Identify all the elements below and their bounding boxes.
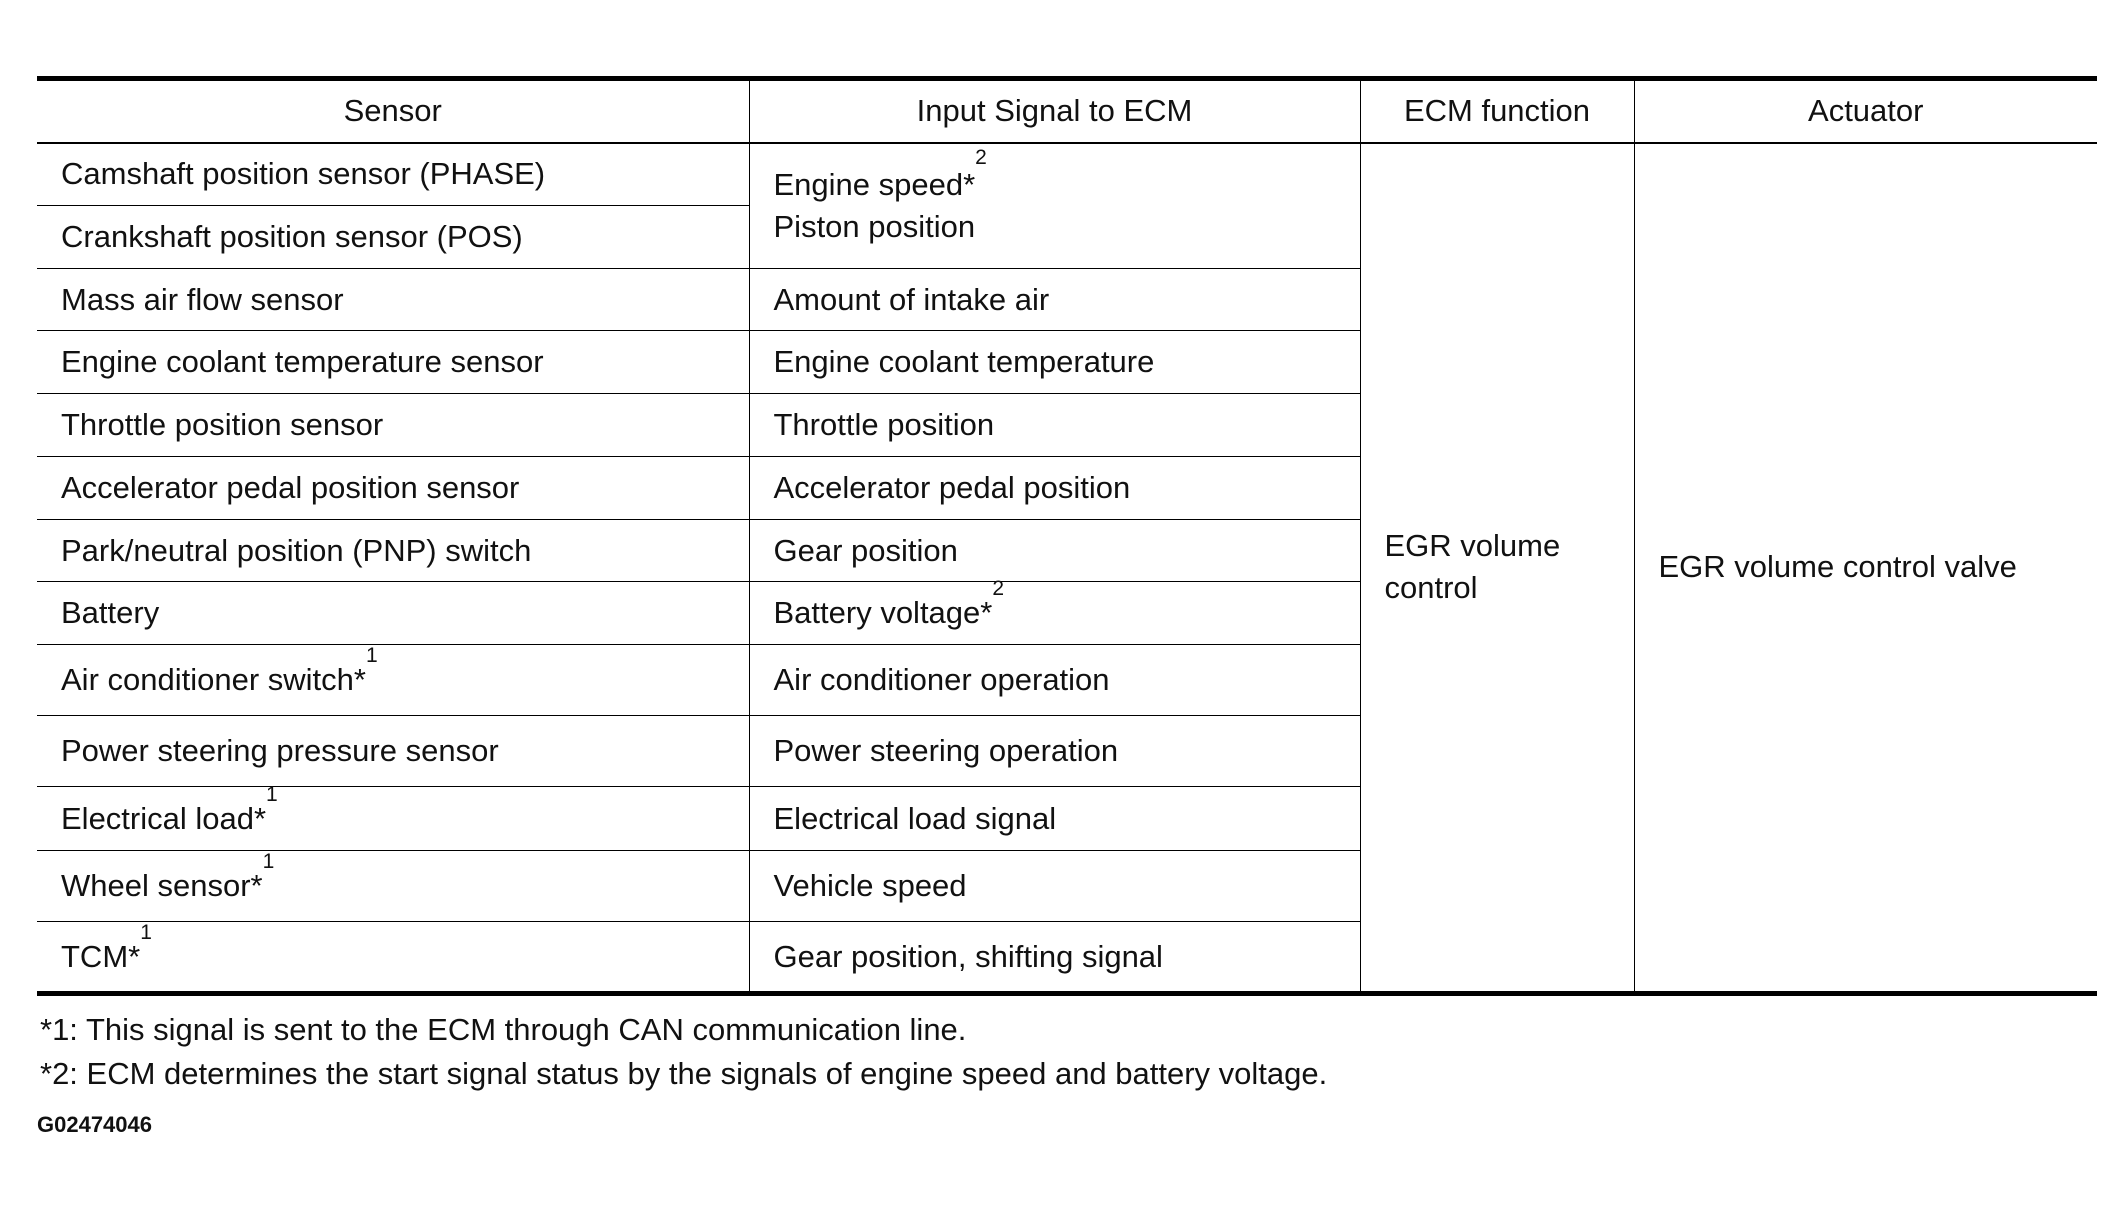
signal-name: Electrical load signal (773, 800, 1057, 836)
signal-cell: Amount of intake air (748, 268, 1360, 331)
signal-cell: Air conditioner operation (748, 644, 1360, 716)
sensor-cell: TCM*1 (37, 922, 749, 994)
footnote-ref: 1 (365, 644, 378, 667)
signal-cell: Power steering operation (748, 715, 1360, 787)
signal-cell-merged: Engine speed*2 Piston position (748, 142, 1360, 269)
actuator-cell: EGR volume control valve (1633, 142, 2097, 994)
table-row: Wheel sensor*1 Vehicle speed (37, 850, 2097, 922)
ecm-function-cell: EGR volume control (1359, 142, 1634, 994)
table-row: Engine coolant temperature sensor Engine … (37, 330, 2097, 394)
signal-name: Power steering operation (773, 733, 1119, 768)
footnote-2: *2: ECM determines the start signal stat… (40, 1056, 1328, 1091)
header-ecm-function: ECM function (1359, 78, 1634, 144)
sensor-cell: Wheel sensor*1 (37, 850, 749, 922)
header-sensor: Sensor (37, 78, 749, 144)
table-row: Park/neutral position (PNP) switch Gear p… (37, 519, 2097, 582)
signal-name: Throttle position (773, 407, 995, 442)
table-row: Battery Battery voltage*2 (37, 578, 2097, 645)
footnote-1: *1: This signal is sent to the ECM throu… (40, 1012, 967, 1047)
table-row: Throttle position sensor Throttle positio… (37, 393, 2097, 457)
signal-name: Engine coolant temperature (773, 344, 1155, 379)
sensor-cell: Accelerator pedal position sensor (37, 456, 749, 520)
signal-name: Gear position, shifting signal (773, 938, 1163, 974)
signal-name: Accelerator pedal position (773, 470, 1131, 505)
signal-cell: Gear position (748, 519, 1360, 582)
table-row: Accelerator pedal position sensor Acceler… (37, 456, 2097, 520)
sensor-name: Camshaft position sensor (PHASE) (61, 156, 546, 192)
header-row: Sensor Input Signal to ECM ECM function … (37, 78, 2097, 144)
sensor-cell: Mass air flow sensor (37, 268, 749, 331)
sensor-name: Battery (61, 595, 160, 630)
sensor-name: Air conditioner switch* (61, 662, 366, 697)
table-row: Electrical load*1 Electrical load signal (37, 784, 2097, 851)
signal-name: Air conditioner operation (773, 662, 1110, 697)
signal-name: Amount of intake air (773, 281, 1050, 317)
ecm-io-table: Sensor Input Signal to ECM ECM function … (37, 76, 2097, 996)
signal-cell: Electrical load signal (748, 786, 1360, 851)
table-row: Camshaft position sensor (PHASE) Engine … (37, 142, 2097, 994)
table-row: Power steering pressure sensor Power stee… (37, 715, 2097, 787)
sensor-cell: Air conditioner switch*1 (37, 644, 749, 716)
signal-cell: Vehicle speed (748, 850, 1360, 922)
sensor-cell: Battery (37, 581, 749, 645)
sensor-name: Accelerator pedal position sensor (61, 470, 520, 505)
sensor-name: Wheel sensor* (61, 868, 263, 903)
footnote-ref: 2 (992, 577, 1005, 600)
table-row: Crankshaft position sensor (POS) (37, 205, 2097, 269)
sensor-cell: Throttle position sensor (37, 393, 749, 457)
table-row: TCM*1 Gear position, shifting signal (37, 921, 2097, 994)
signal-cell: Gear position, shifting signal (748, 921, 1360, 994)
header-input-signal: Input Signal to ECM (748, 78, 1360, 144)
sensor-name: Crankshaft position sensor (POS) (61, 219, 523, 254)
sensor-cell: Electrical load*1 (37, 784, 749, 851)
footnote-ref: 2 (975, 145, 987, 169)
sensor-cell: Crankshaft position sensor (POS) (37, 205, 749, 269)
footnote-ref: 1 (262, 850, 275, 873)
sensor-cell: Park/neutral position (PNP) switch (37, 519, 749, 582)
sensor-name: Engine coolant temperature sensor (61, 344, 544, 379)
table-row: Mass air flow sensor Amount of intake air (37, 268, 2097, 331)
header-actuator: Actuator (1633, 78, 2097, 144)
footnote-ref: 1 (140, 920, 152, 944)
sensor-name: Mass air flow sensor (61, 281, 344, 317)
signal-cell: Accelerator pedal position (748, 456, 1360, 520)
sensor-cell: Camshaft position sensor (PHASE) (37, 142, 749, 206)
sensor-name: Throttle position sensor (61, 407, 384, 442)
signal-name: Gear position (773, 532, 958, 568)
signal-name: Vehicle speed (773, 868, 967, 903)
signal-engine-speed: Engine speed* (773, 166, 976, 202)
sensor-cell: Power steering pressure sensor (37, 715, 749, 787)
sensor-name: Park/neutral position (PNP) switch (61, 532, 532, 568)
signal-piston-position: Piston position (773, 208, 976, 244)
signal-cell: Engine coolant temperature (748, 330, 1360, 394)
sensor-name: Power steering pressure sensor (61, 733, 499, 768)
footnote-ref: 1 (266, 782, 278, 806)
table-row: Air conditioner switch*1 Air conditioner … (37, 644, 2097, 716)
sensor-cell: Engine coolant temperature sensor (37, 330, 749, 394)
sensor-name: Electrical load* (61, 800, 267, 836)
figure-code: G02474046 (37, 1112, 152, 1137)
signal-cell: Battery voltage*2 (748, 578, 1360, 645)
sensor-name: TCM* (61, 938, 141, 974)
signal-name: Battery voltage* (773, 595, 993, 630)
signal-cell: Throttle position (748, 393, 1360, 457)
